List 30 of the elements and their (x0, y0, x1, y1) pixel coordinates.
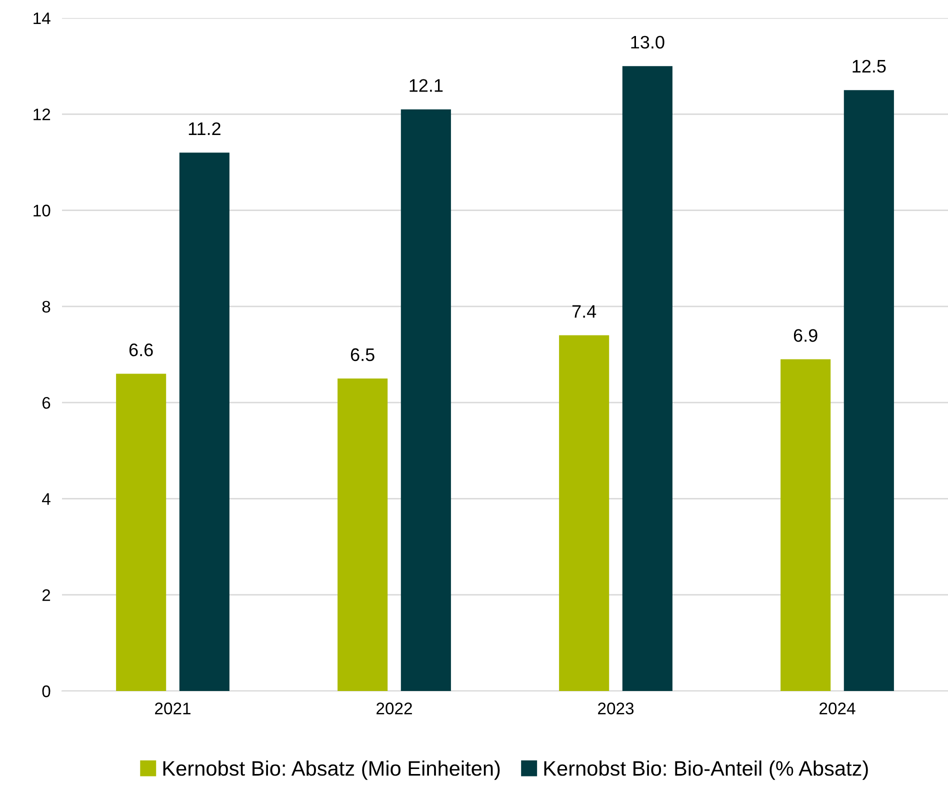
y-tick-label: 4 (42, 493, 50, 505)
x-tick-label: 2022 (376, 702, 412, 714)
data-label: 12.1 (410, 79, 443, 92)
y-tick-label: 10 (34, 204, 50, 216)
bar (400, 109, 451, 691)
x-tick-label: 2021 (155, 702, 190, 714)
legend-label: Kernobst Bio: Absatz (Mio Einheiten) (163, 760, 500, 780)
x-tick-label: 2023 (598, 702, 634, 714)
bar (780, 359, 831, 691)
bar (338, 378, 388, 691)
bar (116, 374, 166, 691)
data-label: 13.0 (631, 36, 664, 49)
x-tick-label: 2024 (820, 702, 856, 714)
y-tick-label: 6 (42, 396, 50, 409)
bar (559, 335, 610, 691)
data-label: 11.2 (188, 122, 220, 135)
data-label: 7.4 (572, 305, 596, 318)
data-label: 6.9 (794, 329, 818, 342)
y-tick-label: 14 (34, 12, 50, 24)
data-label: 6.6 (129, 343, 153, 356)
y-tick-label: 12 (34, 108, 50, 120)
bar (844, 90, 894, 691)
y-tick-label: 2 (42, 589, 50, 601)
y-tick-label: 8 (42, 300, 50, 313)
data-label: 12.5 (852, 60, 886, 73)
bar (179, 152, 230, 691)
bar (622, 66, 672, 691)
legend-label: Kernobst Bio: Bio-Anteil (% Absatz) (544, 760, 868, 780)
y-tick-label: 0 (42, 685, 50, 698)
data-label: 6.5 (350, 348, 374, 362)
